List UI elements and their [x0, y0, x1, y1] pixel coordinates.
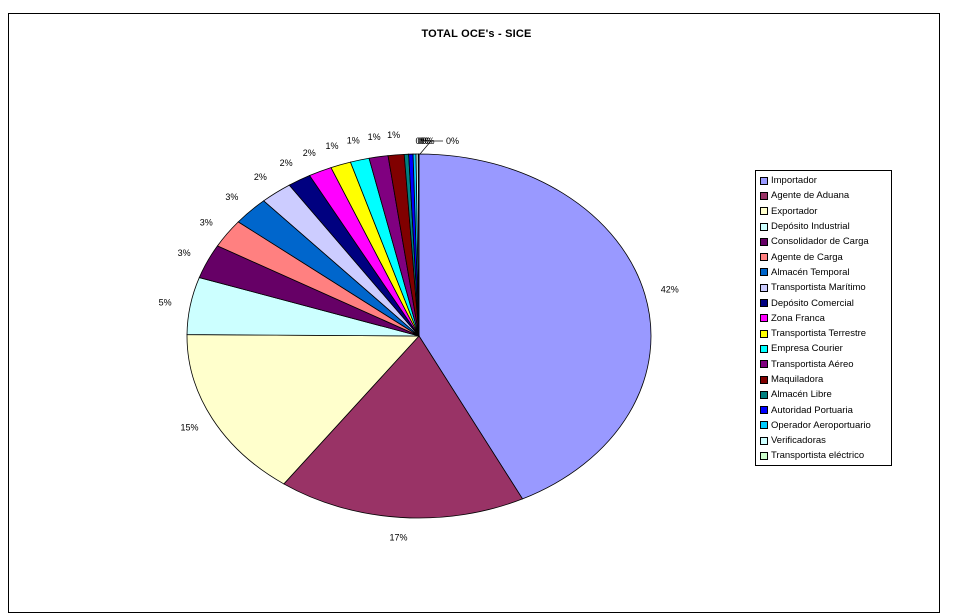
legend-item: Zona Franca [756, 311, 891, 326]
slice-label-14: 0% [415, 136, 428, 146]
legend-swatch [760, 406, 768, 415]
slice-label-11: 1% [347, 136, 360, 146]
legend-label: Empresa Courier [771, 343, 843, 355]
legend-swatch [760, 314, 768, 323]
legend-item: Maquiladora [756, 372, 891, 387]
legend-label: Consolidador de Carga [771, 236, 869, 248]
slice-label-18: 0% [446, 136, 459, 146]
legend-label: Exportador [771, 205, 818, 217]
legend-label: Agente de Aduana [771, 190, 850, 202]
legend-label: Maquiladora [771, 374, 824, 385]
slice-label-7: 2% [254, 172, 267, 182]
legend-item: Transportista eléctrico [756, 448, 891, 463]
legend-swatch [760, 451, 768, 460]
legend-swatch [760, 268, 768, 277]
slice-label-5: 3% [200, 217, 213, 227]
slice-label-3: 5% [159, 297, 172, 307]
slice-label-16: 0% [419, 136, 432, 146]
legend-item: Almacén Libre [756, 387, 891, 402]
legend-swatch [760, 237, 768, 246]
legend-item: Verificadoras [756, 433, 891, 448]
pie-slice-18 [417, 153, 420, 337]
legend-item: Almacén Temporal [756, 265, 891, 280]
legend-label: Depósito Industrial [771, 221, 850, 233]
legend-swatch [760, 253, 768, 262]
legend-label: Depósito Comercial [771, 297, 854, 309]
chart-title: TOTAL OCE's - SICE [421, 28, 532, 40]
legend-label: Operador Aeroportuario [771, 419, 871, 431]
legend-item: Depósito Comercial [756, 295, 891, 310]
pie-slice-2 [186, 334, 420, 485]
pie-slice-1 [283, 335, 524, 519]
pie-slice-0 [418, 153, 652, 500]
legend-item: Transportista Terrestre [756, 326, 891, 341]
leader-line [419, 140, 432, 155]
slice-label-2: 15% [180, 423, 198, 433]
legend-item: Autoridad Portuaria [756, 402, 891, 417]
legend-item: Agente de Carga [756, 249, 891, 264]
legend-label: Almacén Temporal [771, 266, 850, 278]
slice-label-17: 0% [421, 136, 434, 146]
slice-label-0: 42% [661, 285, 679, 295]
slice-label-12: 1% [368, 132, 381, 142]
slice-label-1: 17% [389, 532, 407, 542]
legend-label: Transportista Marítimo [771, 282, 866, 294]
legend-item: Operador Aeroportuario [756, 418, 891, 433]
legend-label: Verificadoras [771, 435, 826, 447]
legend: Importador Agente de Aduana Exportador Depó… [755, 170, 892, 466]
legend-item: Depósito Industrial [756, 219, 891, 234]
slice-label-4: 3% [178, 248, 191, 258]
legend-swatch [760, 283, 768, 292]
legend-swatch [760, 390, 768, 399]
legend-swatch [760, 329, 768, 338]
legend-item: Empresa Courier [756, 341, 891, 356]
slice-label-6: 3% [225, 192, 238, 202]
legend-swatch [760, 207, 768, 216]
legend-label: Importador [771, 175, 817, 187]
legend-label: Transportista Terrestre [771, 328, 867, 340]
legend-label: Agente de Carga [771, 251, 843, 263]
legend-item: Agente de Aduana [756, 188, 891, 203]
slice-label-13: 1% [387, 130, 400, 140]
legend-swatch [760, 222, 768, 231]
slice-label-15: 0% [417, 136, 430, 146]
legend-swatch [760, 421, 768, 430]
legend-swatch [760, 360, 768, 369]
slice-label-10: 1% [325, 141, 338, 151]
legend-swatch [760, 344, 768, 353]
legend-item: Transportista Aéreo [756, 357, 891, 372]
slice-label-9: 2% [303, 148, 316, 158]
legend-swatch [760, 375, 768, 384]
legend-item: Importador [756, 173, 891, 188]
slice-label-8: 2% [280, 158, 293, 168]
legend-item: Exportador [756, 204, 891, 219]
legend-label: Zona Franca [771, 312, 825, 324]
legend-label: Autoridad Portuaria [771, 404, 853, 416]
legend-label: Transportista eléctrico [771, 450, 865, 462]
legend-swatch [760, 299, 768, 308]
legend-label: Transportista Aéreo [771, 358, 854, 370]
legend-item: Consolidador de Carga [756, 234, 891, 249]
legend-label: Almacén Libre [771, 389, 832, 401]
legend-swatch [760, 436, 768, 445]
legend-swatch [760, 191, 768, 200]
legend-item: Transportista Marítimo [756, 280, 891, 295]
legend-swatch [760, 176, 768, 185]
